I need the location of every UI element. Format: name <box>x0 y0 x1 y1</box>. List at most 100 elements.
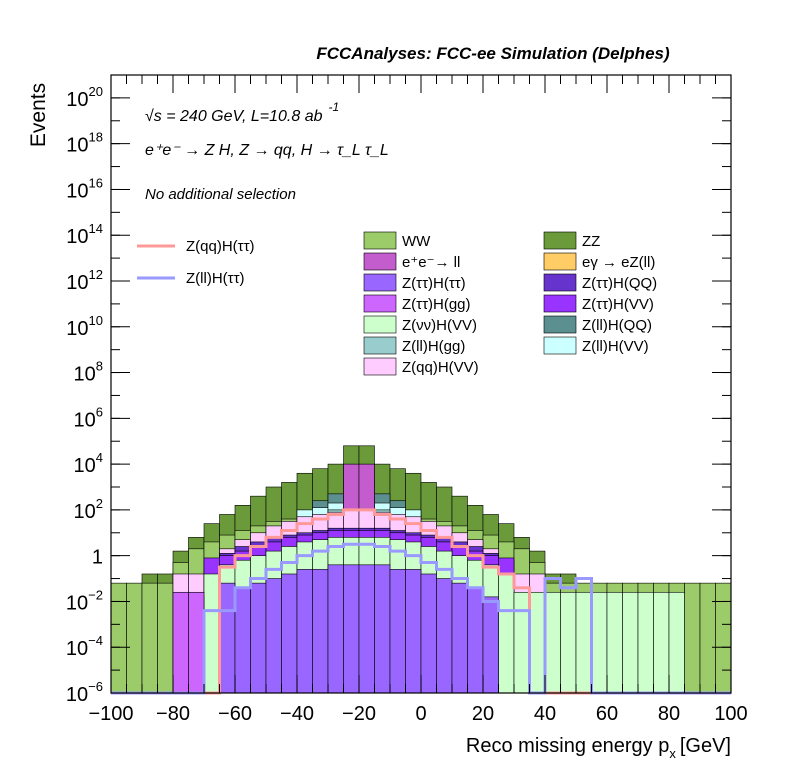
legend-label: Z(νν)H(VV) <box>402 317 477 334</box>
bar <box>312 569 329 694</box>
bar <box>668 591 685 694</box>
annotation-process: e⁺e⁻ → Z H, Z → qq, H → τ_L τ_L <box>145 142 389 159</box>
legend-swatch <box>363 294 397 313</box>
bar <box>575 591 592 694</box>
bar <box>606 591 623 694</box>
bar <box>420 573 437 694</box>
bar <box>234 587 251 694</box>
bar <box>281 573 298 694</box>
legend-label: Z(qq)H(ττ) <box>186 238 255 255</box>
legend-swatch <box>543 336 577 355</box>
x-tick-label: 20 <box>472 703 494 725</box>
y-axis-label: Events <box>27 83 50 147</box>
legend-label: Z(ττ)H(ττ) <box>402 275 466 292</box>
legend-swatch <box>363 231 397 250</box>
x-tick-label: −20 <box>342 703 376 725</box>
bar <box>684 582 701 694</box>
legend-swatch <box>543 273 577 292</box>
legend-swatch <box>543 252 577 271</box>
bar <box>358 564 375 694</box>
y-tick-label: 1010 <box>66 313 103 340</box>
bar <box>436 578 453 694</box>
bar <box>544 591 561 694</box>
x-tick-label: −80 <box>156 703 190 725</box>
legend-label: Z(ττ)H(QQ) <box>582 275 657 292</box>
y-tick-label: 108 <box>74 359 103 386</box>
legend-label: WW <box>402 233 431 250</box>
bar <box>141 582 158 694</box>
x-tick-label: 100 <box>714 703 747 725</box>
legend-label: ZZ <box>582 233 600 250</box>
y-tick-label: 10−6 <box>66 679 103 706</box>
y-tick-label: 10−4 <box>66 633 103 660</box>
y-tick-label: 106 <box>74 404 103 431</box>
x-tick-label: −60 <box>218 703 252 725</box>
annotation-selection: No additional selection <box>145 186 296 203</box>
bar <box>529 591 546 694</box>
chart-title: FCCAnalyses: FCC-ee Simulation (Delphes) <box>316 44 670 63</box>
y-tick-label: 1018 <box>66 130 103 157</box>
legend: Z(qq)H(ττ) Z(ll)H(ττ) WW e⁺e⁻→ ll Z(ττ)H(ττ)… <box>137 231 657 376</box>
x-tick-label: −100 <box>88 703 133 725</box>
bar <box>560 591 577 694</box>
bar <box>374 564 391 694</box>
bar <box>451 582 468 694</box>
annotation-energy: √s = 240 GeV, L=10.8 ab-1 <box>145 100 339 125</box>
y-tick-label: 104 <box>74 450 103 477</box>
bar <box>467 587 484 694</box>
legend-label: Z(ll)H(QQ) <box>582 317 652 334</box>
x-tick-label: 40 <box>534 703 556 725</box>
series-11 <box>172 564 499 694</box>
bar <box>343 564 360 694</box>
series-12 <box>172 591 205 694</box>
bar <box>699 582 716 694</box>
bar <box>203 573 220 694</box>
legend-swatch <box>363 315 397 334</box>
axis-ticks: −100 −80 −60 −40 −20 0 20 40 60 80 100 10−6 10−4 10−2… <box>66 74 748 725</box>
legend-label: Z(ll)H(gg) <box>402 338 465 355</box>
legend-swatch <box>363 273 397 292</box>
legend-swatch <box>543 315 577 334</box>
bar <box>126 582 143 694</box>
x-tick-label: 80 <box>658 703 680 725</box>
x-tick-label: 60 <box>596 703 618 725</box>
legend-label: Z(ττ)H(gg) <box>402 296 471 313</box>
bar <box>513 591 530 694</box>
y-tick-label: 1014 <box>66 221 103 248</box>
legend-swatch <box>363 357 397 376</box>
legend-label: Z(ll)H(ττ) <box>186 270 245 287</box>
bar <box>296 569 313 694</box>
legend-label: Z(ll)H(VV) <box>582 338 649 355</box>
bar <box>653 591 670 694</box>
legend-label: e⁺e⁻→ ll <box>402 254 460 271</box>
y-tick-label: 102 <box>74 496 103 523</box>
bar <box>482 596 499 694</box>
bar <box>250 582 267 694</box>
y-tick-label: 10−2 <box>66 587 103 614</box>
x-tick-label: 0 <box>415 703 426 725</box>
bar <box>622 591 639 694</box>
bar <box>327 564 344 694</box>
bar <box>389 569 406 694</box>
legend-swatch <box>363 252 397 271</box>
bar <box>591 591 608 694</box>
legend-label: Z(ττ)H(VV) <box>582 296 654 313</box>
legend-label: eγ → eZ(ll) <box>582 254 655 271</box>
legend-swatch <box>363 336 397 355</box>
bar <box>265 578 282 694</box>
line-series-1 <box>111 542 731 695</box>
x-axis-label: Reco missing energy px [GeV] <box>466 735 731 761</box>
x-tick-label: −40 <box>280 703 314 725</box>
bar <box>157 582 174 694</box>
legend-label: Z(qq)H(VV) <box>402 359 479 376</box>
bar <box>405 569 422 694</box>
bar <box>110 582 127 694</box>
y-tick-label: 1016 <box>66 175 103 202</box>
bar <box>715 582 732 694</box>
y-tick-label: 1 <box>92 547 103 569</box>
bar <box>498 573 515 694</box>
y-tick-label: 1020 <box>66 84 103 111</box>
bar <box>188 591 205 694</box>
legend-swatch <box>543 294 577 313</box>
